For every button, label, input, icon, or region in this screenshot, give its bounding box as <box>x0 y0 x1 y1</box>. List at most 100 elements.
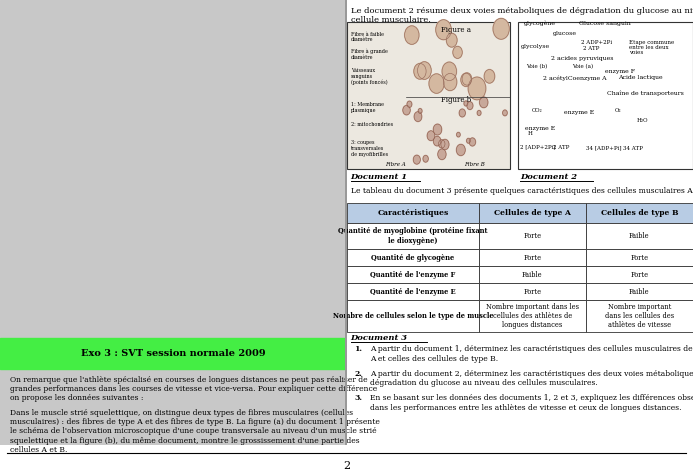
Text: Document 3: Document 3 <box>351 334 407 342</box>
Text: Document 1: Document 1 <box>351 174 407 182</box>
Circle shape <box>446 33 457 47</box>
Bar <box>586 249 693 266</box>
Bar <box>347 223 479 249</box>
Circle shape <box>436 20 451 40</box>
Circle shape <box>439 140 445 148</box>
Text: 2.: 2. <box>354 370 362 378</box>
Text: Document 2: Document 2 <box>520 174 577 182</box>
Bar <box>479 283 586 300</box>
Text: Acide lactique: Acide lactique <box>617 75 663 80</box>
Text: Nombre important
dans les cellules des
athlètes de vitesse: Nombre important dans les cellules des a… <box>605 303 674 329</box>
Text: Voie (b): Voie (b) <box>526 64 547 69</box>
Circle shape <box>468 77 486 100</box>
Text: Fibre B: Fibre B <box>464 162 484 167</box>
Bar <box>586 223 693 249</box>
Text: glycolyse: glycolyse <box>520 44 550 49</box>
Text: voies: voies <box>629 51 643 55</box>
Circle shape <box>414 63 426 79</box>
Text: 2 ADP+2Pi: 2 ADP+2Pi <box>581 40 612 45</box>
Bar <box>347 283 479 300</box>
Circle shape <box>417 61 431 79</box>
Bar <box>586 283 693 300</box>
Text: Faible: Faible <box>522 271 543 279</box>
Text: Caractéristiques: Caractéristiques <box>377 209 448 217</box>
Circle shape <box>441 140 449 149</box>
Bar <box>586 300 693 332</box>
Text: Fibre à faible
diamètre: Fibre à faible diamètre <box>351 32 384 42</box>
Text: Quantité de myoglobine (protéine fixant
le dioxygène): Quantité de myoglobine (protéine fixant … <box>338 228 488 245</box>
Text: 2 acides pyruviques: 2 acides pyruviques <box>551 56 614 61</box>
Text: 1.: 1. <box>354 345 362 353</box>
Circle shape <box>407 101 412 107</box>
Text: 2 [ADP+2Pi]: 2 [ADP+2Pi] <box>520 144 556 149</box>
Text: A partir du document 1, déterminez les caractéristiques des cellules musculaires: A partir du document 1, déterminez les c… <box>369 345 693 363</box>
Circle shape <box>403 105 410 115</box>
Text: Faible: Faible <box>629 288 650 296</box>
Bar <box>347 22 510 169</box>
Text: Nombre de cellules selon le type de muscle: Nombre de cellules selon le type de musc… <box>333 312 493 320</box>
Circle shape <box>444 73 457 91</box>
Text: En se basant sur les données des documents 1, 2 et 3, expliquez les différences : En se basant sur les données des documen… <box>369 394 693 412</box>
Text: Figure a: Figure a <box>441 26 471 34</box>
Circle shape <box>467 102 473 110</box>
Text: 2 ATP: 2 ATP <box>584 45 599 51</box>
Bar <box>479 266 586 283</box>
Circle shape <box>413 155 420 164</box>
Circle shape <box>502 110 507 116</box>
Text: Forte: Forte <box>523 254 541 262</box>
Circle shape <box>438 149 446 159</box>
Circle shape <box>423 156 428 162</box>
Text: Exo 3 : SVT session normale 2009: Exo 3 : SVT session normale 2009 <box>80 349 265 358</box>
Text: Le document 2 résume deux voies métaboliques de dégradation du glucose au niveau: Le document 2 résume deux voies métaboli… <box>351 7 693 24</box>
Text: H₂O: H₂O <box>637 118 649 123</box>
Bar <box>586 266 693 283</box>
Circle shape <box>469 138 475 146</box>
Text: On remarque que l'athlète spécialisé en courses de longues distances ne peut pas: On remarque que l'athlète spécialisé en … <box>10 376 378 402</box>
Bar <box>347 249 479 266</box>
Text: Figure b: Figure b <box>441 96 471 104</box>
Text: Forte: Forte <box>631 271 649 279</box>
Text: 34 ATP: 34 ATP <box>623 146 643 150</box>
Text: glucose: glucose <box>553 31 577 36</box>
Circle shape <box>462 73 472 85</box>
Text: Voie (a): Voie (a) <box>572 64 593 69</box>
Text: Cellules de type A: Cellules de type A <box>493 209 570 217</box>
Text: enzyme E: enzyme E <box>564 110 595 114</box>
Text: enzyme E: enzyme E <box>525 125 556 131</box>
Circle shape <box>418 108 422 114</box>
Circle shape <box>429 74 444 93</box>
Text: 3.: 3. <box>354 394 362 403</box>
Text: Cellules de type B: Cellules de type B <box>601 209 678 217</box>
Text: 3: coupes
transversales
de myofibrilles: 3: coupes transversales de myofibrilles <box>351 140 388 157</box>
Bar <box>479 223 586 249</box>
Bar <box>479 203 586 223</box>
Text: 2 acétylCoenzyme A: 2 acétylCoenzyme A <box>543 75 606 80</box>
Text: O₂: O₂ <box>615 108 622 113</box>
Bar <box>0 338 346 369</box>
Text: Chaîne de transporteurs: Chaîne de transporteurs <box>606 91 683 96</box>
Text: Forte: Forte <box>523 288 541 296</box>
Circle shape <box>457 132 460 137</box>
Text: Fibre A: Fibre A <box>385 162 406 167</box>
Text: Quantité de glycogène: Quantité de glycogène <box>371 254 455 262</box>
Circle shape <box>459 109 466 117</box>
Text: Quantité de l'enzyme E: Quantité de l'enzyme E <box>370 288 456 296</box>
Text: 2: 2 <box>343 461 350 471</box>
Circle shape <box>480 97 488 108</box>
Circle shape <box>464 101 468 106</box>
Text: Forte: Forte <box>523 232 541 240</box>
Circle shape <box>453 46 462 58</box>
Circle shape <box>433 124 441 135</box>
Circle shape <box>461 73 471 87</box>
Circle shape <box>414 112 422 122</box>
Text: Dans le muscle strié squelettique, on distingue deux types de fibres musculaires: Dans le muscle strié squelettique, on di… <box>10 409 380 454</box>
Text: Etape commune: Etape commune <box>629 40 674 45</box>
Text: Quantité de l'enzyme F: Quantité de l'enzyme F <box>370 271 455 279</box>
Text: Nombre important dans les
cellules des athlètes de
longues distances: Nombre important dans les cellules des a… <box>486 303 579 329</box>
Text: 1: Membrane
plasmique: 1: Membrane plasmique <box>351 102 384 113</box>
Text: entre les deux: entre les deux <box>629 45 669 50</box>
Text: H: H <box>527 131 533 136</box>
Bar <box>518 22 693 169</box>
Text: Le tableau du document 3 présente quelques caractéristiques des cellules muscula: Le tableau du document 3 présente quelqu… <box>351 187 693 195</box>
Text: 2: mitochondries: 2: mitochondries <box>351 123 393 127</box>
